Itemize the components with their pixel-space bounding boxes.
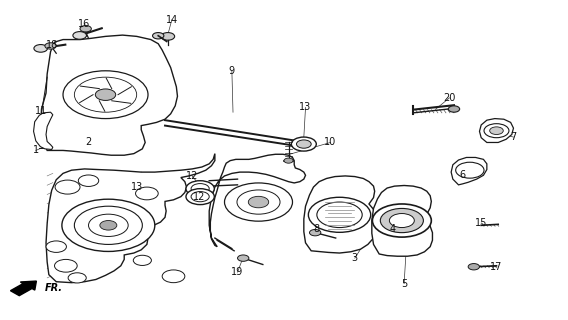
Polygon shape — [479, 119, 513, 142]
Circle shape — [186, 181, 214, 197]
Circle shape — [191, 184, 209, 194]
Circle shape — [484, 124, 509, 138]
Circle shape — [468, 264, 479, 270]
Circle shape — [133, 255, 152, 266]
Text: 5: 5 — [401, 279, 407, 289]
Text: 19: 19 — [231, 267, 244, 277]
Text: 13: 13 — [299, 102, 312, 112]
Text: 6: 6 — [460, 170, 466, 180]
Circle shape — [153, 33, 164, 39]
Text: 15: 15 — [475, 218, 487, 228]
Circle shape — [78, 175, 99, 187]
Text: 14: 14 — [166, 15, 178, 25]
Circle shape — [55, 180, 80, 194]
Polygon shape — [46, 154, 215, 283]
Polygon shape — [40, 35, 177, 155]
Text: 7: 7 — [511, 132, 517, 142]
Circle shape — [55, 260, 77, 272]
Circle shape — [381, 208, 423, 233]
Text: 1: 1 — [33, 146, 39, 156]
Circle shape — [46, 241, 66, 252]
Circle shape — [291, 137, 316, 151]
Circle shape — [373, 204, 431, 237]
Circle shape — [62, 199, 155, 252]
Circle shape — [248, 196, 269, 208]
Circle shape — [45, 43, 56, 49]
Text: 3: 3 — [352, 253, 358, 263]
Polygon shape — [209, 154, 306, 247]
Text: 8: 8 — [314, 223, 320, 234]
Circle shape — [161, 33, 174, 40]
Text: 9: 9 — [229, 66, 235, 76]
Polygon shape — [304, 176, 379, 253]
Text: 18: 18 — [45, 40, 58, 50]
Circle shape — [73, 32, 86, 39]
Circle shape — [63, 71, 148, 119]
Text: 16: 16 — [78, 19, 91, 28]
Circle shape — [456, 162, 484, 178]
Circle shape — [308, 197, 371, 232]
Circle shape — [100, 220, 117, 230]
Polygon shape — [34, 112, 53, 149]
Circle shape — [74, 77, 137, 112]
Text: 11: 11 — [35, 106, 48, 116]
Circle shape — [162, 270, 185, 283]
FancyArrow shape — [10, 281, 36, 296]
Circle shape — [186, 189, 214, 204]
Text: 17: 17 — [490, 262, 503, 272]
Text: 2: 2 — [85, 138, 91, 148]
Circle shape — [89, 214, 128, 236]
Circle shape — [490, 127, 503, 134]
Circle shape — [390, 213, 414, 228]
Circle shape — [448, 106, 460, 112]
Circle shape — [310, 229, 321, 236]
Text: 20: 20 — [443, 93, 456, 103]
Circle shape — [317, 202, 362, 228]
Circle shape — [136, 187, 158, 200]
Circle shape — [237, 190, 280, 214]
Polygon shape — [451, 157, 487, 185]
Circle shape — [34, 44, 48, 52]
Polygon shape — [372, 186, 432, 256]
Text: 12: 12 — [186, 171, 198, 181]
Circle shape — [191, 192, 209, 202]
Circle shape — [74, 206, 143, 244]
Circle shape — [80, 26, 91, 32]
Circle shape — [95, 89, 116, 100]
Circle shape — [284, 158, 293, 163]
Circle shape — [296, 140, 311, 148]
Text: FR.: FR. — [45, 283, 63, 293]
Circle shape — [237, 255, 249, 261]
Text: 4: 4 — [390, 224, 396, 235]
Text: 12: 12 — [193, 192, 205, 202]
Circle shape — [68, 273, 86, 283]
Text: 13: 13 — [131, 182, 143, 192]
Circle shape — [224, 183, 293, 221]
Text: 10: 10 — [324, 138, 337, 148]
